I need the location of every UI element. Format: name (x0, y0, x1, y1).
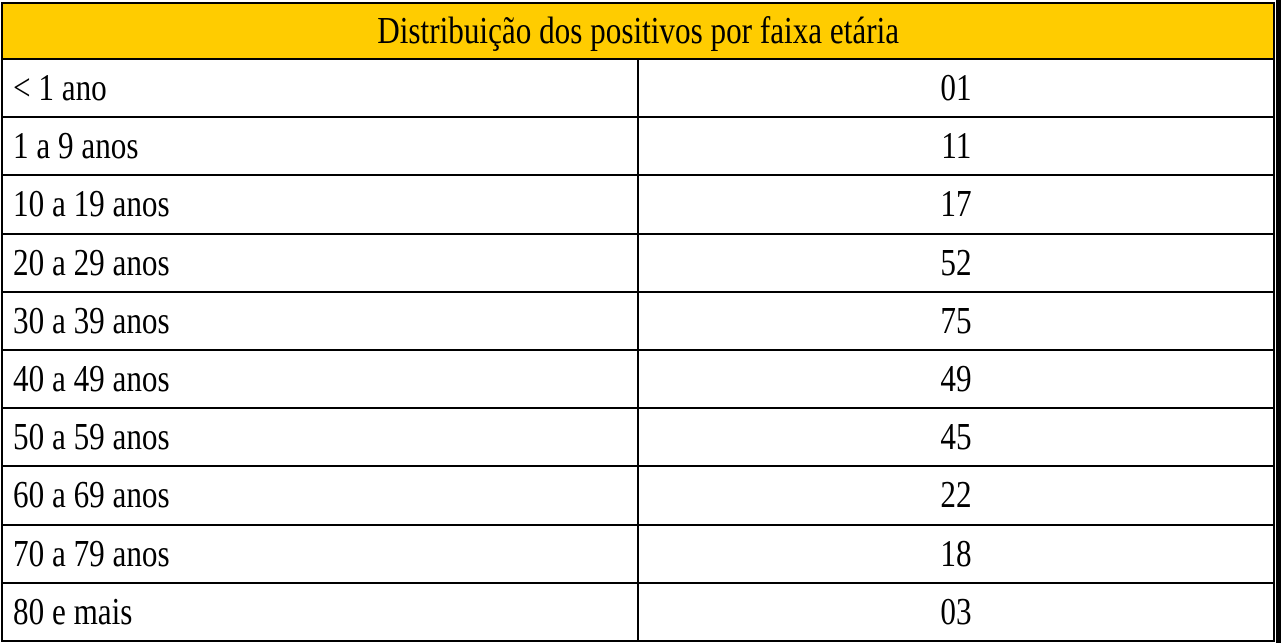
age-group-label: 30 a 39 anos (13, 299, 170, 342)
table-header-row: Distribuição dos positivos por faixa etá… (1, 2, 1275, 60)
age-group-label: 70 a 79 anos (13, 532, 170, 575)
age-group-cell: 80 e mais (1, 581, 639, 643)
count-cell: 17 (637, 174, 1275, 235)
count-value: 75 (940, 299, 972, 342)
table-row: 30 a 39 anos 75 (1, 290, 1275, 351)
count-cell: 52 (637, 232, 1275, 293)
count-cell: 11 (637, 116, 1275, 177)
count-value: 45 (940, 416, 972, 459)
count-cell: 03 (637, 581, 1275, 643)
table-row: 80 e mais 03 (1, 581, 1275, 643)
age-group-cell: < 1 ano (1, 57, 639, 119)
table-row: 10 a 19 anos 17 (1, 174, 1275, 235)
age-group-label: 80 e mais (13, 590, 133, 633)
table-title-text: Distribuição dos positivos por faixa etá… (377, 10, 899, 52)
age-group-cell: 40 a 49 anos (1, 348, 639, 410)
count-value: 03 (940, 590, 972, 633)
age-group-cell: 30 a 39 anos (1, 290, 639, 351)
age-group-cell: 20 a 29 anos (1, 232, 639, 293)
age-group-label: 40 a 49 anos (13, 358, 170, 401)
count-value: 18 (940, 532, 972, 575)
count-cell: 49 (637, 348, 1275, 410)
age-group-cell: 10 a 19 anos (1, 174, 639, 235)
table-row: 40 a 49 anos 49 (1, 348, 1275, 410)
age-group-label: 1 a 9 anos (13, 125, 139, 168)
table-title: Distribuição dos positivos por faixa etá… (1, 2, 1275, 60)
age-group-label: 20 a 29 anos (13, 241, 170, 284)
age-group-label: 60 a 69 anos (13, 474, 170, 517)
count-cell: 18 (637, 523, 1275, 584)
table-row: 60 a 69 anos 22 (1, 465, 1275, 526)
table-row: 20 a 29 anos 52 (1, 232, 1275, 293)
age-group-label: < 1 ano (13, 67, 107, 110)
age-group-cell: 1 a 9 anos (1, 116, 639, 177)
count-cell: 01 (637, 57, 1275, 119)
count-value: 11 (940, 125, 972, 168)
right-edge-border (1276, 0, 1281, 643)
age-group-cell: 60 a 69 anos (1, 465, 639, 526)
count-value: 52 (940, 241, 972, 284)
table-row: < 1 ano 01 (1, 57, 1275, 119)
table-row: 50 a 59 anos 45 (1, 407, 1275, 468)
count-value: 17 (940, 183, 972, 226)
table-row: 1 a 9 anos 11 (1, 116, 1275, 177)
count-cell: 75 (637, 290, 1275, 351)
age-group-label: 50 a 59 anos (13, 416, 170, 459)
age-group-label: 10 a 19 anos (13, 183, 170, 226)
count-value: 01 (940, 67, 972, 110)
age-group-cell: 50 a 59 anos (1, 407, 639, 468)
count-cell: 45 (637, 407, 1275, 468)
table-row: 70 a 79 anos 18 (1, 523, 1275, 584)
age-group-cell: 70 a 79 anos (1, 523, 639, 584)
count-value: 22 (940, 474, 972, 517)
count-value: 49 (940, 358, 972, 401)
count-cell: 22 (637, 465, 1275, 526)
